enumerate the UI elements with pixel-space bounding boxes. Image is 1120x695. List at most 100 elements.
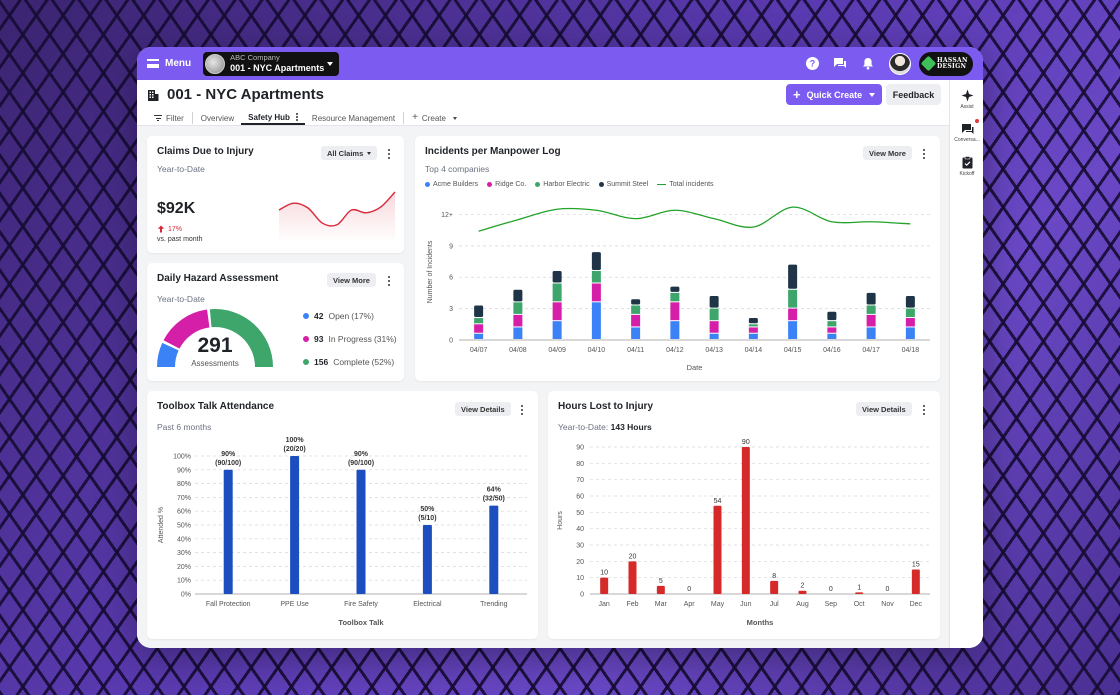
more-options-icon[interactable]	[385, 148, 393, 160]
svg-text:?: ?	[809, 59, 815, 69]
bar	[770, 580, 779, 594]
view-more-button[interactable]: View More	[327, 273, 376, 287]
clipboard-icon	[962, 156, 972, 169]
y-tick-label: 40	[576, 526, 584, 533]
bar-segment	[748, 327, 758, 333]
bar-segment	[670, 286, 680, 292]
rail-kickoff[interactable]: Kickoff	[950, 156, 983, 177]
more-options-icon[interactable]	[920, 148, 928, 160]
bar-segment	[670, 321, 680, 339]
rail-assist[interactable]: Assist	[950, 89, 983, 110]
chevron-down-icon	[367, 151, 372, 155]
page-title-text: 001 - NYC Apartments	[167, 86, 324, 103]
view-details-button[interactable]: View Details	[856, 402, 912, 416]
brand-line-2: DESIGN	[937, 62, 967, 70]
open-count: 42	[314, 311, 324, 321]
bar-segment	[474, 333, 484, 339]
y-tick-label: 40%	[177, 536, 191, 543]
tab-safety-hub-label: Safety Hub	[248, 112, 290, 122]
company-name: ABC Company	[230, 53, 280, 63]
chat-icon[interactable]	[833, 57, 847, 71]
x-tick-label: 04/18	[902, 347, 920, 354]
x-tick-label: Apr	[684, 601, 696, 608]
hazard-total-label: Assessments	[191, 359, 239, 368]
bar-segment	[631, 299, 641, 305]
bar-segment	[709, 296, 719, 308]
legend-item: Harbor Electric	[535, 181, 590, 188]
bar	[741, 447, 750, 594]
y-tick-label: 0	[580, 592, 584, 599]
bar-segment	[552, 321, 562, 339]
project-picker[interactable]: ABC Company 001 - NYC Apartments	[203, 51, 340, 76]
tab-safety-hub[interactable]: Safety Hub	[241, 111, 305, 125]
x-tick-label: 04/14	[745, 347, 763, 354]
bell-icon[interactable]	[861, 57, 875, 71]
bar-segment	[474, 324, 484, 333]
kebab-icon[interactable]	[295, 113, 298, 121]
bar-segment	[631, 305, 641, 314]
legend-label: Harbor Electric	[543, 181, 590, 188]
tab-overview[interactable]: Overview	[200, 113, 235, 123]
data-label: 20	[629, 553, 637, 560]
bar-segment	[709, 308, 719, 321]
claims-filter-label: All Claims	[327, 148, 364, 158]
bar-segment	[552, 270, 562, 283]
bar-segment	[474, 305, 484, 318]
bar-segment	[591, 302, 601, 339]
data-label: 1	[857, 584, 861, 591]
x-tick-label: 04/07	[470, 347, 488, 354]
data-label: 90%	[354, 451, 369, 458]
filter-button[interactable]: Filter	[147, 111, 191, 125]
legend-label: Summit Steel	[606, 181, 649, 188]
menu-button[interactable]: Menu	[147, 58, 191, 69]
legend-item: Ridge Co.	[487, 181, 526, 188]
bar	[422, 525, 432, 594]
legend-dot	[303, 336, 309, 342]
bar-segment	[709, 321, 719, 333]
feedback-button[interactable]: Feedback	[886, 84, 941, 105]
bar-segment	[591, 270, 601, 283]
chat-icon	[961, 124, 973, 134]
more-options-icon[interactable]	[385, 275, 393, 287]
more-options-icon[interactable]	[518, 404, 526, 416]
claims-filter-dropdown[interactable]: All Claims	[321, 146, 378, 160]
claims-title: Claims Due to Injury	[157, 146, 254, 157]
y-tick-label: 3	[449, 306, 453, 313]
complete-count: 156	[314, 357, 329, 367]
quick-create-label: Quick Create	[806, 89, 863, 100]
y-tick-label: 60	[576, 494, 584, 501]
chevron-down-icon	[452, 116, 457, 120]
building-icon	[148, 89, 159, 101]
x-tick-label: 04/16	[823, 347, 841, 354]
bar-segment	[788, 321, 798, 339]
create-tab-button[interactable]: + Create	[405, 111, 464, 125]
user-avatar[interactable]	[889, 52, 911, 75]
hours-subtitle-value: 143 Hours	[610, 422, 652, 432]
y-axis-label: Hours	[557, 511, 564, 530]
plus-icon: +	[793, 87, 801, 102]
quick-create-button[interactable]: + Quick Create	[786, 84, 882, 105]
x-tick-label: Dec	[910, 601, 923, 608]
view-details-button[interactable]: View Details	[455, 402, 511, 416]
x-tick-label: 04/10	[588, 347, 606, 354]
view-more-button[interactable]: View More	[863, 146, 912, 160]
bar-segment	[827, 327, 837, 333]
rail-conversations-label: Conversa...	[954, 137, 980, 143]
x-tick-label: 04/12	[666, 347, 684, 354]
rail-conversations[interactable]: Conversa...	[950, 123, 983, 143]
bar	[489, 505, 499, 594]
hours-chart: 010203040506070809010Jan20Feb5Mar0Apr54M…	[557, 439, 930, 627]
complete-label: Complete	[333, 357, 370, 367]
y-tick-label: 80	[576, 461, 584, 468]
more-options-icon[interactable]	[920, 404, 928, 416]
legend-dot	[303, 313, 309, 319]
bar	[356, 469, 366, 594]
bar-segment	[513, 327, 523, 339]
rail-kickoff-label: Kickoff	[959, 171, 975, 177]
y-tick-label: 6	[449, 275, 453, 282]
help-icon[interactable]: ?	[805, 57, 819, 71]
create-label: Create	[421, 113, 446, 123]
tab-resource-management[interactable]: Resource Management	[311, 113, 396, 123]
y-tick-label: 30%	[177, 550, 191, 557]
plus-icon: +	[412, 112, 418, 123]
